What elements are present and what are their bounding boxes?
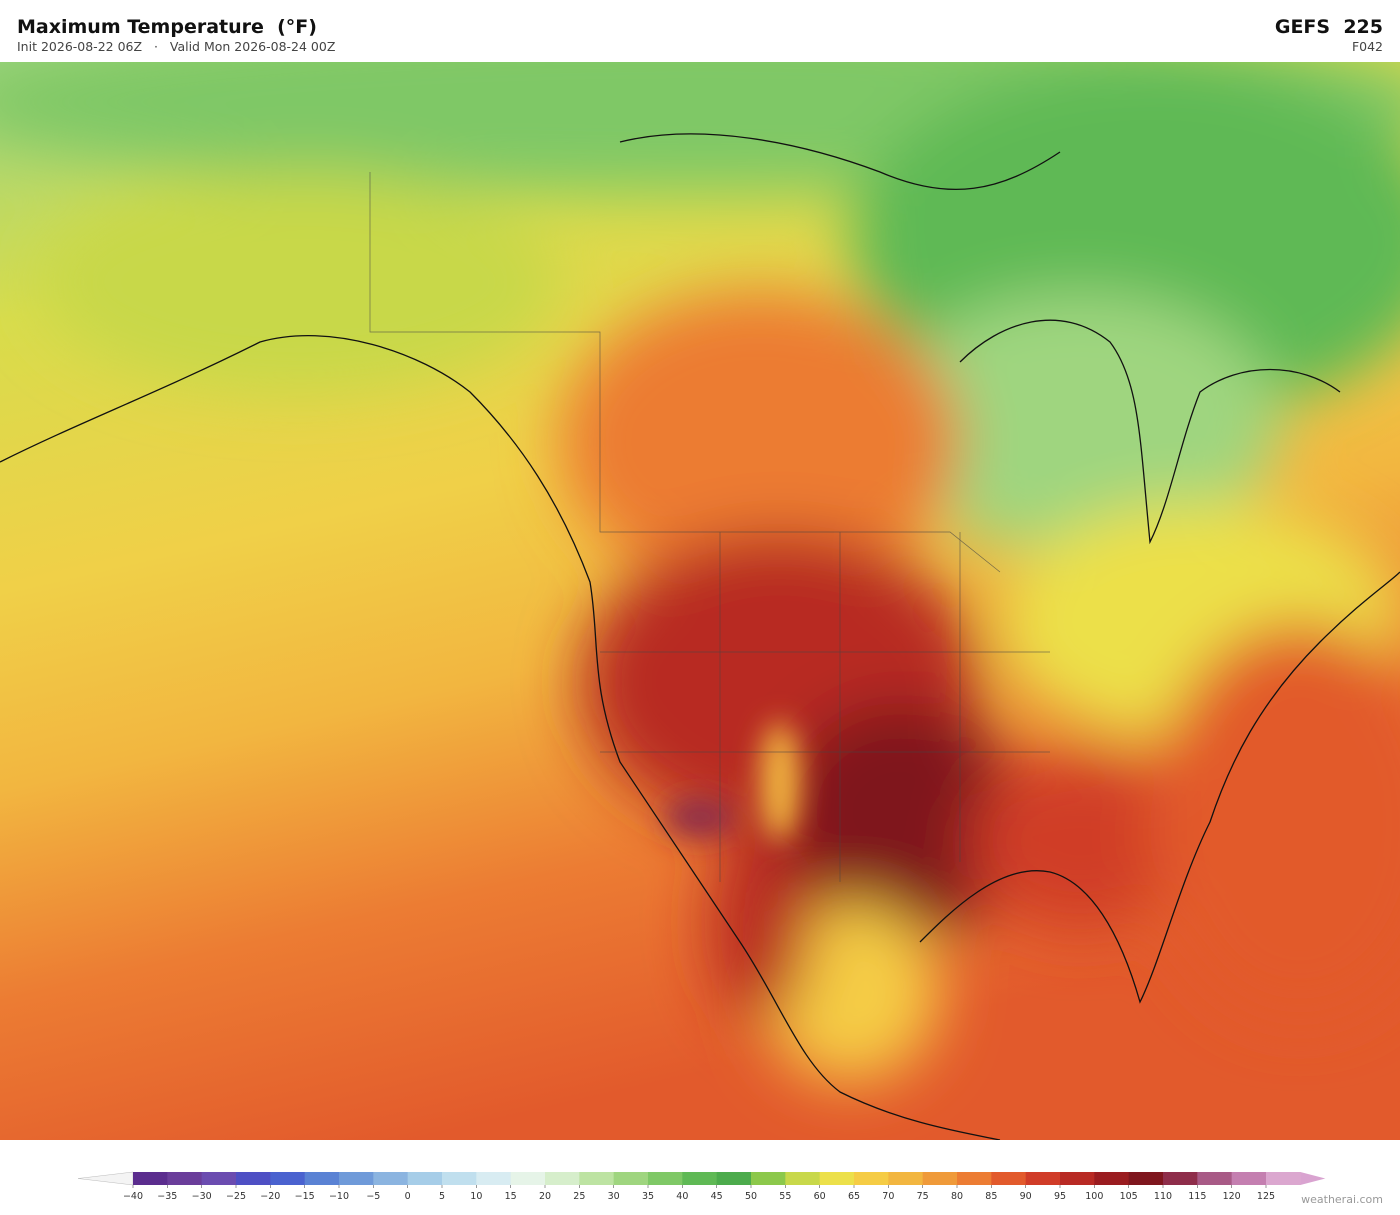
colorbar-box [167, 1172, 203, 1185]
colorbar-box [1128, 1172, 1164, 1185]
colorbar-box [1266, 1172, 1301, 1185]
colorbar-box [888, 1172, 924, 1185]
colorbar-tick-label: 50 [745, 1191, 757, 1202]
colorbar-box [545, 1172, 580, 1185]
colorbar-box [236, 1172, 271, 1185]
temperature-map [0, 62, 1400, 1140]
coastlines [0, 133, 1400, 1140]
colorbar-box [373, 1172, 409, 1185]
colorbar-box [1060, 1172, 1095, 1185]
colorbar-box [957, 1172, 992, 1185]
colorbar-tick-label: 0 [405, 1191, 411, 1202]
colorbar-box [1231, 1172, 1267, 1185]
model-name: GEFS 225 [1274, 16, 1383, 38]
colorbar-box [854, 1172, 889, 1185]
map-title: Maximum Temperature (°F) [17, 16, 317, 38]
colorbar-tick-label: −35 [157, 1191, 177, 1202]
colorbar-tick-label: 80 [951, 1191, 963, 1202]
colorbar-tick-label: 35 [642, 1191, 654, 1202]
colorbar-box [751, 1172, 786, 1185]
colorbar-box [407, 1172, 443, 1185]
colorbar-tick-label: 60 [814, 1191, 826, 1202]
colorbar-tick-label: 90 [1020, 1191, 1032, 1202]
colorbar-tick-label: 85 [985, 1191, 997, 1202]
colorbar-tick-label: 120 [1223, 1191, 1241, 1202]
colorbar-box [819, 1172, 855, 1185]
colorbar-tick-label: 65 [848, 1191, 860, 1202]
colorbar-tick-label: 10 [470, 1191, 482, 1202]
colorbar-tick-label: 55 [779, 1191, 791, 1202]
colorbar-box [613, 1172, 649, 1185]
colorbar-box [922, 1172, 958, 1185]
forecast-step: F042 [1351, 39, 1383, 54]
colorbar-tick-label: −15 [295, 1191, 315, 1202]
colorbar-box [785, 1172, 821, 1185]
over-arrow [1300, 1172, 1326, 1185]
colorbar-tick-label: 20 [539, 1191, 551, 1202]
colorbar-box [339, 1172, 374, 1185]
colorbar-tick-label: −20 [260, 1191, 280, 1202]
colorbar: −40 −35 −30 −25 −20 −15 −10 −5 0 5 10 15 20 25 30 35 40 4… [77, 1171, 1326, 1202]
colorbar-box [510, 1172, 546, 1185]
colorbar-box [270, 1172, 306, 1185]
colorbar-tick-label: 105 [1120, 1191, 1138, 1202]
colorbar-tick-label: 40 [676, 1191, 688, 1202]
colorbar-tick-label: 125 [1257, 1191, 1275, 1202]
colorbar-tick-label: 110 [1154, 1191, 1172, 1202]
separator: · [153, 39, 158, 54]
init-time: Init 2026-08-22 06Z [17, 39, 143, 54]
colorbar-tick-label: 75 [917, 1191, 929, 1202]
colorbar-box [579, 1172, 615, 1185]
valid-time: Valid Mon 2026-08-24 00Z [169, 39, 336, 54]
colorbar-box [476, 1172, 512, 1185]
colorbar-box [201, 1172, 237, 1185]
colorbar-box [304, 1172, 340, 1185]
run-info: Init 2026-08-22 06Z · Valid Mon 2026-08-… [17, 39, 335, 54]
colorbar-box [133, 1172, 168, 1185]
credit: weatherai.com [1301, 1193, 1383, 1206]
colorbar-tick-label: −25 [226, 1191, 246, 1202]
colorbar-box [1197, 1172, 1233, 1185]
colorbar-tick-label: 70 [882, 1191, 894, 1202]
colorbar-tick-label: 30 [608, 1191, 620, 1202]
borders [369, 172, 1050, 882]
colorbar-tick-label: 95 [1054, 1191, 1066, 1202]
colorbar-tick-label: 45 [711, 1191, 723, 1202]
colorbar-tick-label: −5 [366, 1191, 380, 1202]
colorbar-box [1025, 1172, 1061, 1185]
colorbar-box [1094, 1172, 1130, 1185]
land-field [0, 62, 1400, 1082]
colorbar-box [716, 1172, 752, 1185]
colorbar-box [682, 1172, 718, 1185]
colorbar-tick-label: 115 [1188, 1191, 1206, 1202]
colorbar-box [442, 1172, 477, 1185]
colorbar-tick-label: 100 [1085, 1191, 1103, 1202]
colorbar-tick-label: 5 [439, 1191, 445, 1202]
colorbar-tick-label: 25 [573, 1191, 585, 1202]
colorbar-box [648, 1172, 683, 1185]
under-arrow [77, 1171, 134, 1186]
colorbar-tick-label: −10 [329, 1191, 349, 1202]
colorbar-box [991, 1172, 1027, 1185]
colorbar-box [1163, 1172, 1198, 1185]
colorbar-tick-label: −40 [123, 1191, 143, 1202]
colorbar-tick-label: 15 [505, 1191, 517, 1202]
colorbar-tick-label: −30 [192, 1191, 212, 1202]
